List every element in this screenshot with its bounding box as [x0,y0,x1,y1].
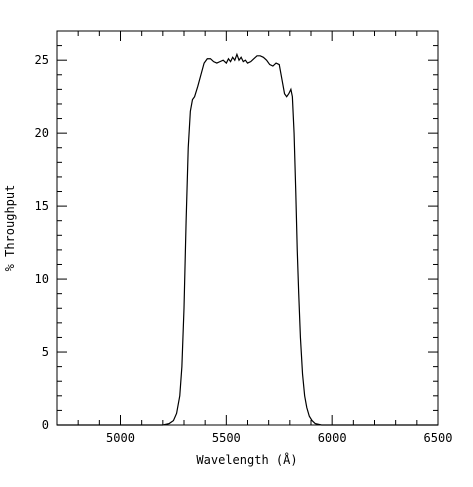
ticks-layer [56,30,439,426]
y-tick-label: 5 [42,345,49,359]
tick-labels-layer: 5000 5500 6000 6500 0 5 10 15 20 25 [35,53,453,445]
plot-frame [56,30,439,426]
y-tick-label: 20 [35,126,49,140]
y-axis-label: % Throughput [3,185,17,272]
x-tick-label: 6500 [424,431,453,445]
x-tick-label: 5500 [212,431,241,445]
x-tick-label: 5000 [106,431,135,445]
x-axis-label: Wavelength (Å) [196,452,297,467]
y-tick-label: 10 [35,272,49,286]
y-tick-label: 15 [35,199,49,213]
throughput-series-line [57,52,438,426]
x-tick-label: 6000 [318,431,347,445]
y-tick-label: 0 [42,418,49,432]
y-tick-label: 25 [35,53,49,67]
